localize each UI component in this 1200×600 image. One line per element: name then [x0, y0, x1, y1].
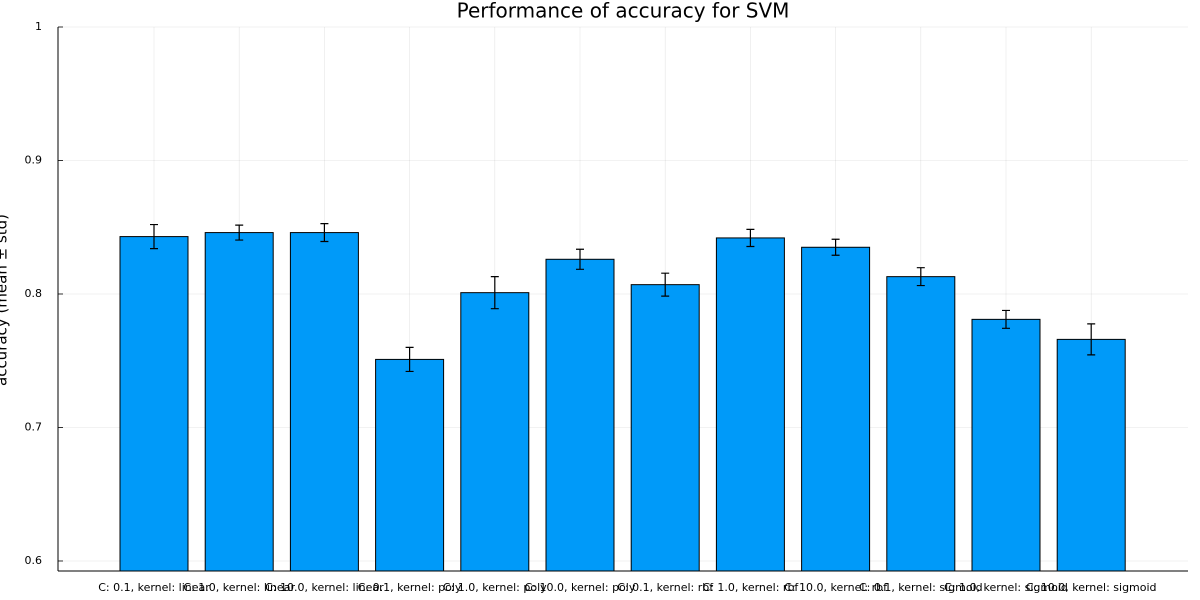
x-tick-label: C: 1.0, kernel: rbf — [702, 581, 799, 594]
error-bar — [490, 276, 499, 310]
error-bar — [150, 223, 158, 250]
bar — [801, 246, 871, 572]
bar — [460, 292, 530, 572]
bar — [119, 236, 189, 572]
x-tick-label: C: 10.0, kernel: linear — [265, 581, 384, 594]
error-bar — [916, 267, 925, 287]
error-bar — [405, 346, 414, 373]
error-bar — [1002, 309, 1010, 329]
x-tick-label: C: 10.0, kernel: poly — [525, 581, 636, 594]
y-tick-label: 1 — [35, 20, 42, 33]
bar — [630, 284, 700, 572]
x-tick-label: C: 0.1, kernel: poly — [358, 581, 462, 594]
bar — [375, 358, 445, 572]
x-tick-label: C: 1.0, kernel: linear — [183, 581, 295, 594]
bar — [886, 276, 956, 572]
error-bar — [235, 224, 244, 241]
error-bar — [320, 223, 329, 243]
x-tick-label: C: 10.0, kernel: rbf — [784, 581, 888, 594]
error-bar — [576, 248, 584, 270]
bar — [1056, 338, 1126, 572]
y-tick-label: 0.9 — [25, 153, 43, 166]
bar — [545, 258, 615, 572]
x-tick-label: C: 0.1, kernel: rbf — [617, 581, 714, 594]
x-tick-label: C: 10.0, kernel: sigmoid — [1026, 581, 1157, 594]
x-tick-label: C: 1.0, kernel: sigmoid — [944, 581, 1068, 594]
y-axis-label: accuracy (mean ± std) — [0, 214, 11, 386]
chart-title: Performance of accuracy for SVM — [457, 0, 790, 23]
y-tick-label: 0.8 — [25, 287, 43, 300]
y-tick-label: 0.7 — [25, 420, 43, 433]
bar — [971, 318, 1041, 572]
x-tick-label: C: 0.1, kernel: sigmoid — [859, 581, 983, 594]
y-tick-label: 0.6 — [25, 554, 43, 567]
error-bar — [746, 228, 755, 248]
bar — [715, 237, 785, 572]
x-tick-label: C: 0.1, kernel: linear — [98, 581, 210, 594]
x-tick-label: C: 1.0, kernel: poly — [443, 581, 547, 594]
error-bar — [661, 272, 670, 297]
error-bar — [831, 238, 840, 256]
bar — [204, 232, 274, 572]
bar — [289, 232, 359, 572]
error-bar — [1087, 323, 1096, 356]
